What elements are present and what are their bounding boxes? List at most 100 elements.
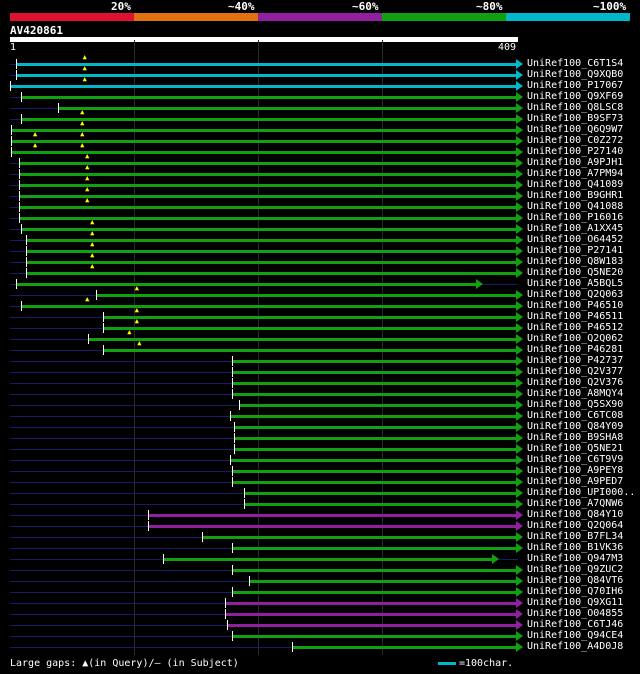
hit-row[interactable]: UniRef100_Q9ZUC2: [0, 564, 640, 576]
hit-label[interactable]: UniRef100_A4D0J8: [527, 641, 624, 652]
hit-label[interactable]: UniRef100_Q94CE4: [527, 630, 624, 641]
hit-row[interactable]: ▲ UniRef100_A1XX45: [0, 219, 640, 235]
hit-row[interactable]: UniRef100_UPI000..: [0, 487, 640, 499]
hit-row[interactable]: UniRef100_A9PEY8: [0, 465, 640, 477]
hit-label[interactable]: UniRef100_C0Z272: [527, 135, 624, 146]
hit-label[interactable]: UniRef100_B9SF73: [527, 113, 624, 124]
hit-row[interactable]: UniRef100_Q9XF69: [0, 91, 640, 103]
hit-row[interactable]: UniRef100_B1VK36: [0, 542, 640, 554]
hit-label[interactable]: UniRef100_UPI000..: [527, 487, 636, 498]
hit-label[interactable]: UniRef100_P46511: [527, 311, 624, 322]
alignment-bar[interactable]: [234, 437, 516, 440]
alignment-bar[interactable]: [229, 459, 516, 462]
hit-label[interactable]: UniRef100_Q9XG11: [527, 597, 624, 608]
hit-row[interactable]: ▲ UniRef100_Q2Q062: [0, 329, 640, 345]
alignment-bar[interactable]: [18, 162, 516, 165]
alignment-bar[interactable]: [26, 261, 516, 264]
hit-label[interactable]: UniRef100_P27140: [527, 146, 624, 157]
alignment-bar[interactable]: [18, 217, 516, 220]
hit-row[interactable]: ▲ UniRef100_P46511: [0, 307, 640, 323]
hit-row[interactable]: UniRef100_A7QNW6: [0, 498, 640, 510]
hit-label[interactable]: UniRef100_Q2V377: [527, 366, 624, 377]
alignment-bar[interactable]: [103, 316, 516, 319]
hit-row[interactable]: UniRef100_Q2V377: [0, 366, 640, 378]
hit-row[interactable]: ▲ UniRef100_A9PJH1: [0, 153, 640, 169]
hit-row[interactable]: UniRef100_C6TJ46: [0, 619, 640, 631]
alignment-bar[interactable]: [95, 294, 516, 297]
alignment-bar[interactable]: [231, 635, 516, 638]
hit-row[interactable]: UniRef100_Q2Q064: [0, 520, 640, 532]
hit-label[interactable]: UniRef100_Q84Y10: [527, 509, 624, 520]
hit-label[interactable]: UniRef100_C6T1S4: [527, 58, 624, 69]
hit-label[interactable]: UniRef100_Q41088: [527, 201, 624, 212]
hit-label[interactable]: UniRef100_A7QNW6: [527, 498, 624, 509]
hit-row[interactable]: ▲ ▲ UniRef100_P27140: [0, 142, 640, 158]
hit-row[interactable]: UniRef100_Q84Y09: [0, 421, 640, 433]
hit-row[interactable]: ▲ UniRef100_B9GHR1: [0, 186, 640, 202]
hit-label[interactable]: UniRef100_Q84VT6: [527, 575, 624, 586]
alignment-bar[interactable]: [231, 547, 516, 550]
hit-row[interactable]: ▲ UniRef100_Q6Q9W7: [0, 120, 640, 136]
hit-row[interactable]: UniRef100_Q9XG11: [0, 597, 640, 609]
hit-row[interactable]: UniRef100_Q84VT6: [0, 575, 640, 587]
hit-label[interactable]: UniRef100_Q9XF69: [527, 91, 624, 102]
hit-label[interactable]: UniRef100_Q9ZUC2: [527, 564, 624, 575]
alignment-bar[interactable]: [21, 228, 516, 231]
hit-label[interactable]: UniRef100_A1XX45: [527, 223, 624, 234]
hit-label[interactable]: UniRef100_A5BQL5: [527, 278, 624, 289]
alignment-bar[interactable]: [234, 448, 516, 451]
alignment-bar[interactable]: [16, 63, 516, 66]
hit-label[interactable]: UniRef100_C6TC08: [527, 410, 624, 421]
alignment-bar[interactable]: [26, 272, 516, 275]
alignment-bar[interactable]: [234, 426, 516, 429]
alignment-bar[interactable]: [227, 624, 516, 627]
hit-label[interactable]: UniRef100_Q5NE20: [527, 267, 624, 278]
hit-row[interactable]: ▲ UniRef100_P46512: [0, 318, 640, 334]
hit-label[interactable]: UniRef100_Q8W183: [527, 256, 624, 267]
hit-label[interactable]: UniRef100_A9PED7: [527, 476, 624, 487]
alignment-bar[interactable]: [103, 349, 516, 352]
alignment-bar[interactable]: [58, 107, 516, 110]
hit-row[interactable]: ▲ UniRef100_O64452: [0, 230, 640, 246]
alignment-bar[interactable]: [229, 415, 516, 418]
hit-row[interactable]: UniRef100_A4D0J8: [0, 641, 640, 653]
alignment-bar[interactable]: [18, 184, 516, 187]
hit-label[interactable]: UniRef100_P16016: [527, 212, 624, 223]
hit-label[interactable]: UniRef100_Q41089: [527, 179, 624, 190]
hit-row[interactable]: UniRef100_A9PED7: [0, 476, 640, 488]
hit-row[interactable]: UniRef100_Q84Y10: [0, 509, 640, 521]
hit-label[interactable]: UniRef100_B7FL34: [527, 531, 624, 542]
hit-label[interactable]: UniRef100_Q70IH6: [527, 586, 624, 597]
hit-label[interactable]: UniRef100_Q8LSC8: [527, 102, 624, 113]
alignment-bar[interactable]: [26, 239, 516, 242]
alignment-bar[interactable]: [11, 129, 516, 132]
hit-row[interactable]: UniRef100_Q8LSC8: [0, 102, 640, 114]
hit-label[interactable]: UniRef100_Q5SX90: [527, 399, 624, 410]
alignment-bar[interactable]: [26, 250, 516, 253]
hit-label[interactable]: UniRef100_A9PJH1: [527, 157, 624, 168]
hit-label[interactable]: UniRef100_A7PM94: [527, 168, 624, 179]
alignment-bar[interactable]: [11, 151, 516, 154]
hit-row[interactable]: ▲ UniRef100_P27141: [0, 241, 640, 257]
hit-label[interactable]: UniRef100_B1VK36: [527, 542, 624, 553]
hit-label[interactable]: UniRef100_Q2V376: [527, 377, 624, 388]
alignment-bar[interactable]: [18, 195, 516, 198]
hit-row[interactable]: UniRef100_Q5NE21: [0, 443, 640, 455]
alignment-bar[interactable]: [244, 503, 516, 506]
alignment-bar[interactable]: [291, 646, 516, 649]
hit-row[interactable]: ▲ UniRef100_Q8W183: [0, 252, 640, 268]
alignment-bar[interactable]: [11, 140, 516, 143]
hit-row[interactable]: UniRef100_P16016: [0, 212, 640, 224]
alignment-bar[interactable]: [147, 525, 516, 528]
hit-label[interactable]: UniRef100_P27141: [527, 245, 624, 256]
alignment-bar[interactable]: [88, 338, 516, 341]
alignment-bar[interactable]: [231, 393, 516, 396]
hit-label[interactable]: UniRef100_C6T9V9: [527, 454, 624, 465]
hit-label[interactable]: UniRef100_B9GHR1: [527, 190, 624, 201]
hit-row[interactable]: ▲ ▲ UniRef100_C0Z272: [0, 131, 640, 147]
hit-label[interactable]: UniRef100_Q2Q064: [527, 520, 624, 531]
hit-label[interactable]: UniRef100_C6TJ46: [527, 619, 624, 630]
hit-label[interactable]: UniRef100_P17067: [527, 80, 624, 91]
hit-row[interactable]: UniRef100_B7FL34: [0, 531, 640, 543]
hit-row[interactable]: ▲ UniRef100_C6T1S4: [0, 54, 640, 70]
